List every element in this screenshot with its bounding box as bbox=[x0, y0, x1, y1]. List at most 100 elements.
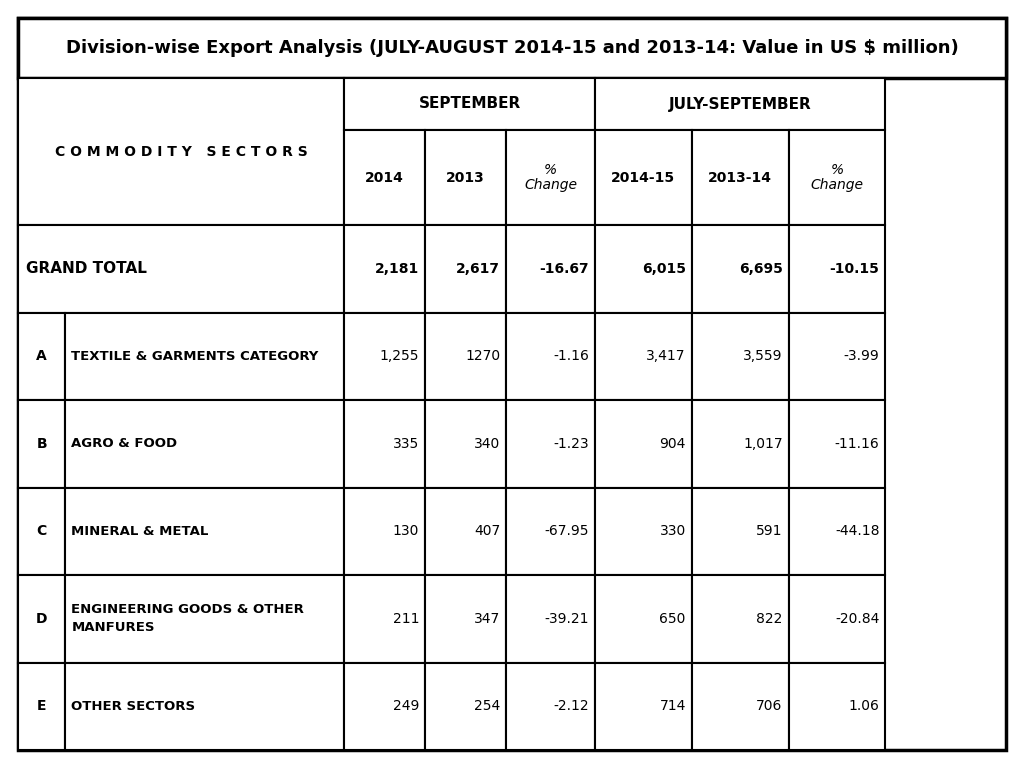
Bar bbox=[425, 225, 506, 313]
Text: -1.23: -1.23 bbox=[553, 437, 589, 451]
Text: -16.67: -16.67 bbox=[540, 262, 589, 276]
Text: 904: 904 bbox=[659, 437, 686, 451]
Bar bbox=[425, 313, 506, 400]
Text: 130: 130 bbox=[392, 525, 419, 538]
Bar bbox=[18, 400, 66, 488]
Bar bbox=[425, 663, 506, 750]
Text: 249: 249 bbox=[392, 699, 419, 713]
Bar bbox=[18, 225, 344, 313]
Text: 1,017: 1,017 bbox=[743, 437, 782, 451]
Bar bbox=[506, 400, 595, 488]
Text: 2014-15: 2014-15 bbox=[611, 170, 676, 184]
Text: 650: 650 bbox=[659, 612, 686, 626]
Bar bbox=[344, 400, 425, 488]
Text: 330: 330 bbox=[659, 525, 686, 538]
Bar bbox=[595, 575, 692, 663]
Bar bbox=[66, 313, 344, 400]
Bar bbox=[595, 225, 692, 313]
Bar bbox=[595, 663, 692, 750]
Bar bbox=[18, 18, 1006, 78]
Bar bbox=[692, 400, 788, 488]
Bar bbox=[425, 400, 506, 488]
Bar bbox=[506, 130, 595, 225]
Text: 211: 211 bbox=[392, 612, 419, 626]
Text: A: A bbox=[36, 349, 47, 363]
Bar bbox=[506, 225, 595, 313]
Text: MINERAL & METAL: MINERAL & METAL bbox=[72, 525, 209, 538]
Text: %: % bbox=[544, 163, 557, 177]
Bar bbox=[788, 488, 886, 575]
Text: -1.16: -1.16 bbox=[553, 349, 589, 363]
Bar bbox=[344, 575, 425, 663]
Text: TEXTILE & GARMENTS CATEGORY: TEXTILE & GARMENTS CATEGORY bbox=[72, 349, 318, 362]
Text: C O M M O D I T Y   S E C T O R S: C O M M O D I T Y S E C T O R S bbox=[54, 144, 307, 158]
Text: 822: 822 bbox=[757, 612, 782, 626]
Text: -11.16: -11.16 bbox=[835, 437, 880, 451]
Text: 254: 254 bbox=[474, 699, 500, 713]
Bar bbox=[595, 78, 886, 130]
Bar bbox=[692, 488, 788, 575]
Text: 2014: 2014 bbox=[366, 170, 404, 184]
Text: 6,695: 6,695 bbox=[738, 262, 782, 276]
Text: -20.84: -20.84 bbox=[836, 612, 880, 626]
Bar bbox=[692, 130, 788, 225]
Bar bbox=[595, 130, 692, 225]
Bar bbox=[344, 313, 425, 400]
Text: 347: 347 bbox=[474, 612, 500, 626]
Bar bbox=[595, 313, 692, 400]
Bar bbox=[344, 225, 425, 313]
Bar bbox=[425, 575, 506, 663]
Text: JULY-SEPTEMBER: JULY-SEPTEMBER bbox=[669, 97, 812, 111]
Text: 3,559: 3,559 bbox=[743, 349, 782, 363]
Bar bbox=[18, 663, 66, 750]
Text: 706: 706 bbox=[757, 699, 782, 713]
Bar bbox=[66, 575, 344, 663]
Bar bbox=[66, 400, 344, 488]
Bar bbox=[18, 78, 344, 225]
Bar bbox=[595, 488, 692, 575]
Text: -67.95: -67.95 bbox=[545, 525, 589, 538]
Text: Change: Change bbox=[811, 178, 863, 193]
Bar bbox=[788, 400, 886, 488]
Text: 340: 340 bbox=[474, 437, 500, 451]
Text: 1270: 1270 bbox=[465, 349, 500, 363]
Bar bbox=[788, 575, 886, 663]
Bar bbox=[692, 575, 788, 663]
Text: D: D bbox=[36, 612, 47, 626]
Text: Division-wise Export Analysis (JULY-AUGUST 2014-15 and 2013-14: Value in US $ mi: Division-wise Export Analysis (JULY-AUGU… bbox=[66, 39, 958, 57]
Bar bbox=[344, 78, 595, 130]
Text: 335: 335 bbox=[393, 437, 419, 451]
Text: 1,255: 1,255 bbox=[380, 349, 419, 363]
Text: 3,417: 3,417 bbox=[646, 349, 686, 363]
Bar bbox=[692, 225, 788, 313]
Bar bbox=[788, 313, 886, 400]
Bar bbox=[788, 225, 886, 313]
Bar bbox=[506, 575, 595, 663]
Text: SEPTEMBER: SEPTEMBER bbox=[419, 97, 520, 111]
Text: Change: Change bbox=[524, 178, 578, 193]
Text: MANFURES: MANFURES bbox=[72, 621, 155, 634]
Bar bbox=[425, 130, 506, 225]
Text: 6,015: 6,015 bbox=[642, 262, 686, 276]
Text: -44.18: -44.18 bbox=[835, 525, 880, 538]
Bar bbox=[344, 130, 425, 225]
Bar bbox=[692, 663, 788, 750]
Text: 2013: 2013 bbox=[446, 170, 485, 184]
Text: %: % bbox=[830, 163, 844, 177]
Text: B: B bbox=[37, 437, 47, 451]
Text: 2,617: 2,617 bbox=[456, 262, 500, 276]
Text: 407: 407 bbox=[474, 525, 500, 538]
Bar bbox=[18, 575, 66, 663]
Bar bbox=[344, 663, 425, 750]
Bar bbox=[692, 313, 788, 400]
Text: E: E bbox=[37, 699, 46, 713]
Bar bbox=[18, 313, 66, 400]
Text: GRAND TOTAL: GRAND TOTAL bbox=[26, 261, 146, 276]
Bar bbox=[506, 313, 595, 400]
Text: 591: 591 bbox=[756, 525, 782, 538]
Bar bbox=[788, 130, 886, 225]
Bar bbox=[595, 400, 692, 488]
Bar bbox=[506, 488, 595, 575]
Text: 2013-14: 2013-14 bbox=[709, 170, 772, 184]
Text: C: C bbox=[37, 525, 47, 538]
